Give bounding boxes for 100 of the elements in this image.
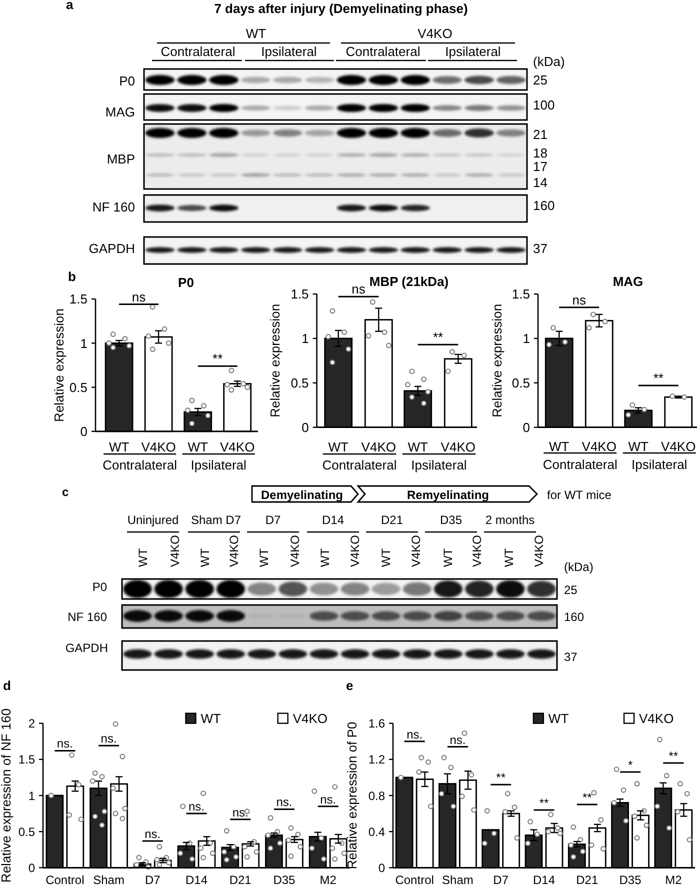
text: D35 xyxy=(440,513,462,527)
text: b xyxy=(68,269,76,284)
text: for WT mice xyxy=(547,488,612,502)
text: 21 xyxy=(533,127,548,142)
x-tick-label: D21 xyxy=(229,873,252,887)
annotation: ns. xyxy=(450,732,466,747)
text: 2 months xyxy=(485,513,535,527)
x-tick-label: Sham xyxy=(442,873,474,887)
legend-label: WT xyxy=(548,710,569,726)
annotation: ns. xyxy=(188,800,205,814)
x-tick-label: D21 xyxy=(576,873,598,887)
text: WT xyxy=(379,548,393,567)
text: e xyxy=(346,678,354,693)
text: (kDa) xyxy=(564,560,594,574)
y-tick-label: 1.5 xyxy=(69,292,88,307)
chart-title: MBP (21kDa) xyxy=(369,274,449,289)
annotation: ns. xyxy=(320,792,336,806)
chart-title: P0 xyxy=(178,275,194,290)
annotation: ** xyxy=(582,790,592,805)
y-tick-label: 1.5 xyxy=(18,752,36,767)
text: V4KO xyxy=(470,534,484,567)
text: 14 xyxy=(533,175,548,190)
y-tick-label: 0.4 xyxy=(368,824,386,839)
annotation: ns. xyxy=(276,795,292,810)
text: WT xyxy=(441,548,455,567)
y-tick-label: 0.8 xyxy=(368,788,386,803)
y-tick-label: 0.5 xyxy=(18,824,36,839)
y-axis-title: Relative expression of P0 xyxy=(344,722,360,870)
y-tick-label: 0 xyxy=(28,861,36,876)
text: V4KO xyxy=(227,534,241,567)
text: WT xyxy=(257,548,271,567)
y-tick-label: 1.2 xyxy=(368,752,386,767)
annotation: ** xyxy=(668,749,678,764)
annotation: ns xyxy=(572,292,586,308)
x-tick-label: Contralateral xyxy=(102,458,178,472)
x-tick-label: Control xyxy=(46,873,84,887)
text: V4KO xyxy=(440,440,476,454)
x-tick-label: D7 xyxy=(493,873,509,887)
text: NF 160 xyxy=(68,610,108,624)
legend-label: WT xyxy=(200,710,222,726)
text: 25 xyxy=(564,583,578,597)
x-tick-label: D35 xyxy=(273,873,296,887)
text: Remyelinating xyxy=(406,488,490,502)
annotation: ns. xyxy=(406,727,423,742)
text: P0 xyxy=(92,580,108,594)
text: 17 xyxy=(533,159,548,174)
text: D14 xyxy=(322,513,344,527)
text: MBP xyxy=(106,152,135,166)
annotation: ** xyxy=(496,770,506,785)
x-tick-label: D7 xyxy=(144,873,161,887)
y-tick-label: 0 xyxy=(302,420,309,435)
y-tick-label: 0 xyxy=(522,420,530,435)
text: V4KO xyxy=(220,440,255,454)
text: WT xyxy=(246,26,266,41)
annotation: ** xyxy=(653,370,664,386)
x-tick-label: Ipsilateral xyxy=(411,458,467,472)
annotation: ns. xyxy=(56,736,73,751)
y-tick-label: 2 xyxy=(28,716,36,731)
text: WT xyxy=(628,439,648,454)
x-tick-label: D14 xyxy=(185,873,208,887)
text: V4KO xyxy=(418,26,452,41)
text: V4KO xyxy=(532,534,546,567)
y-tick-label: 1.6 xyxy=(368,716,386,731)
y-tick-label: 0.5 xyxy=(290,376,309,391)
y-tick-label: 1 xyxy=(302,331,309,346)
annotation: ns. xyxy=(232,805,248,820)
text: GAPDH xyxy=(88,241,135,256)
text: V4KO xyxy=(409,534,423,567)
y-axis-title: Relative expression xyxy=(268,304,283,418)
text: WT xyxy=(136,548,150,567)
y-tick-label: 1 xyxy=(80,336,88,351)
text: GAPDH xyxy=(65,641,108,655)
x-tick-label: M2 xyxy=(320,873,337,887)
text: a xyxy=(66,0,74,12)
text: (kDa) xyxy=(533,54,565,69)
x-tick-label: D14 xyxy=(532,873,556,887)
y-tick-label: 1.5 xyxy=(290,286,309,302)
legend-label: V4KO xyxy=(639,710,674,726)
y-tick-label: 0.5 xyxy=(512,376,530,391)
annotation: ns. xyxy=(144,826,161,841)
x-tick-label: Sham xyxy=(93,873,124,887)
text: 160 xyxy=(533,198,555,213)
x-tick-label: Control xyxy=(395,873,434,887)
text: 160 xyxy=(564,610,584,624)
annotation: ns xyxy=(352,282,366,297)
text: Uninjured xyxy=(127,513,179,527)
text: 100 xyxy=(533,98,555,112)
x-tick-label: Ipsilateral xyxy=(632,457,688,472)
text: Ipsilateral xyxy=(445,44,501,59)
y-tick-label: 0.5 xyxy=(69,380,88,395)
text: D21 xyxy=(380,513,404,527)
y-tick-label: 0 xyxy=(378,861,386,876)
text: Contralateral xyxy=(160,44,236,59)
text: Demyelinating xyxy=(260,488,344,502)
text: 25 xyxy=(533,72,548,88)
series-label: V4KO xyxy=(141,440,176,454)
y-tick-label: 1.5 xyxy=(512,286,530,302)
text: 7 days after injury (Demyelinating phase) xyxy=(214,1,468,16)
annotation: ns. xyxy=(100,732,117,746)
text: WT xyxy=(408,440,428,454)
